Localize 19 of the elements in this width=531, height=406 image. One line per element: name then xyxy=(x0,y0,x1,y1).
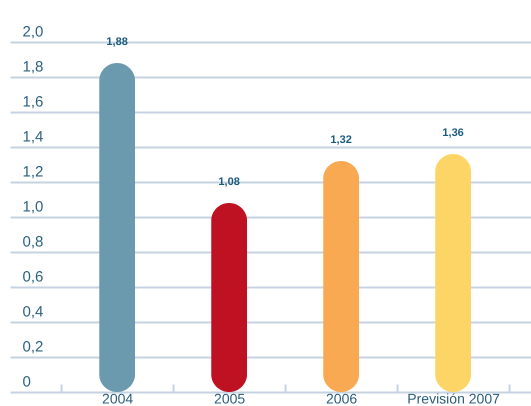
y-tick-label: 0,2 xyxy=(22,338,44,356)
y-tick-label: 2,0 xyxy=(22,24,44,40)
y-tick-label: 1,0 xyxy=(22,198,44,216)
y-tick-label: 1,4 xyxy=(22,128,44,146)
x-tick-label: 2004 xyxy=(102,390,134,406)
data-label: 1,08 xyxy=(218,176,240,188)
y-tick-label: 1,8 xyxy=(22,58,44,76)
x-tick-label: 2006 xyxy=(326,390,358,406)
x-tick-label: Previsión 2007 xyxy=(407,390,500,406)
y-tick-label: 1,2 xyxy=(22,164,44,180)
x-tick-label: 2005 xyxy=(214,390,246,406)
data-label: 1,32 xyxy=(330,134,352,146)
y-tick-label: 0 xyxy=(22,374,31,390)
data-label: 1,88 xyxy=(106,36,128,48)
y-tick-label: 0,6 xyxy=(22,268,44,286)
y-tick-label: 0,4 xyxy=(22,304,44,320)
data-label: 1,36 xyxy=(442,127,464,139)
y-tick-label: 1,6 xyxy=(22,94,44,110)
y-tick-label: 0,8 xyxy=(22,234,44,250)
